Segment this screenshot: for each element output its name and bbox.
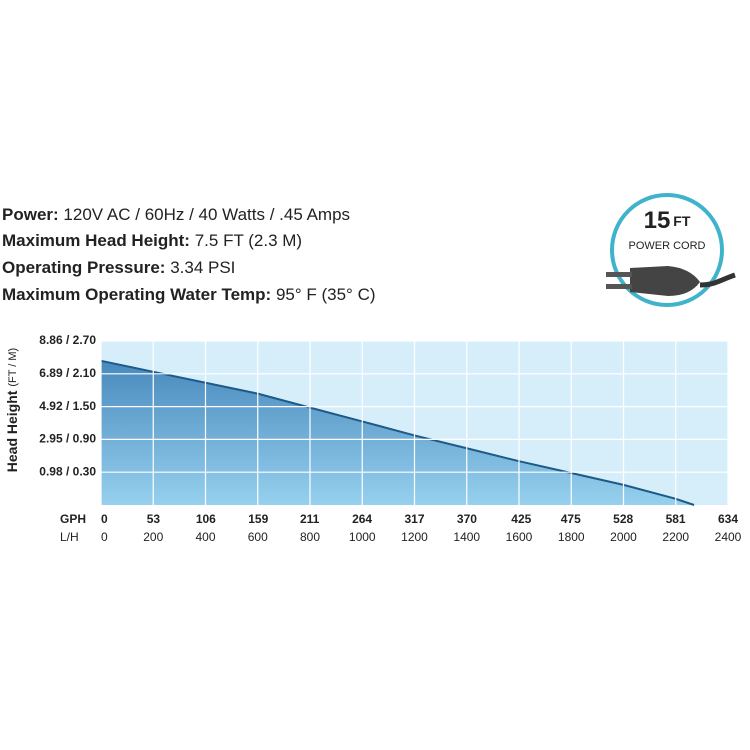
- x-tick-label: 1400: [453, 530, 480, 544]
- y-unit-label: (FT / M): [7, 348, 19, 387]
- spec-label: Operating Pressure:: [2, 258, 165, 277]
- x2-tick-label: 317: [404, 512, 424, 526]
- x2-tick-label: 370: [457, 512, 477, 526]
- spec-label: Maximum Operating Water Temp:: [2, 285, 271, 304]
- badge-caption: POWER CORD: [629, 240, 706, 252]
- y-label: Head Height: [4, 390, 20, 472]
- spec-value: 120V AC / 60Hz / 40 Watts / .45 Amps: [63, 205, 350, 224]
- spec-value: 3.34 PSI: [170, 258, 235, 277]
- y-tick-label: 8.86 / 2.70: [39, 333, 96, 347]
- x-tick-label: 1800: [558, 530, 585, 544]
- cord-badge: 15 FT POWER CORD: [606, 193, 736, 307]
- y-tick-label: 6.89 / 2.10: [39, 366, 96, 380]
- y-axis-title: Head Height (FT / M): [4, 348, 20, 472]
- x2-tick-label: 475: [561, 512, 581, 526]
- plug-prong: [606, 272, 632, 277]
- x-tick-label: 2000: [610, 530, 637, 544]
- x-tick-label: 1200: [401, 530, 428, 544]
- spec-value: 7.5 FT (2.3 M): [195, 231, 302, 250]
- x2-tick-label: 53: [147, 512, 161, 526]
- x-tick-label: 200: [143, 530, 163, 544]
- x-tick-label: 0: [101, 530, 108, 544]
- spec-line: Power: 120V AC / 60Hz / 40 Watts / .45 A…: [2, 205, 350, 224]
- x2-tick-label: 264: [352, 512, 372, 526]
- badge-unit: FT: [673, 213, 691, 229]
- plug-cable: [699, 272, 736, 288]
- x-tick-label: 1000: [349, 530, 376, 544]
- spec-label: Power:: [2, 205, 59, 224]
- x2-tick-label: 159: [248, 512, 268, 526]
- x-tick-label: 600: [248, 530, 268, 544]
- badge-number: 15: [644, 207, 671, 234]
- x2-tick-label: 581: [666, 512, 686, 526]
- spec-line: Maximum Head Height: 7.5 FT (2.3 M): [2, 231, 302, 250]
- plug-body: [630, 266, 700, 296]
- x-tick-label: 2400: [715, 530, 742, 544]
- x-tick-label: 800: [300, 530, 320, 544]
- badge-number-line: 15 FT: [644, 207, 691, 234]
- spec-label: Maximum Head Height:: [2, 231, 190, 250]
- x2-tick-label: 106: [196, 512, 216, 526]
- area: [101, 360, 695, 505]
- x-axis-label: L/H: [60, 530, 79, 544]
- x2-tick-label: 0: [101, 512, 108, 526]
- x-tick-label: 400: [195, 530, 215, 544]
- x2-tick-label: 425: [511, 512, 531, 526]
- x2-axis-label: GPH: [60, 512, 86, 526]
- y-tick-label: 2.95 / 0.90: [39, 432, 96, 446]
- x-tick-label: 1600: [506, 530, 533, 544]
- x2-tick-label: 211: [300, 512, 320, 526]
- spec-line: Operating Pressure: 3.34 PSI: [2, 258, 235, 277]
- x2-tick-label: 634: [718, 512, 738, 526]
- x-tick-label: 2200: [662, 530, 689, 544]
- spec-value: 95° F (35° C): [276, 285, 376, 304]
- y-tick-label: 4.92 / 1.50: [39, 399, 96, 413]
- x2-tick-label: 528: [613, 512, 633, 526]
- plug-prong: [606, 284, 632, 289]
- y-tick-label: 0.98 / 0.30: [39, 464, 96, 478]
- spec-line: Maximum Operating Water Temp: 95° F (35°…: [2, 285, 376, 304]
